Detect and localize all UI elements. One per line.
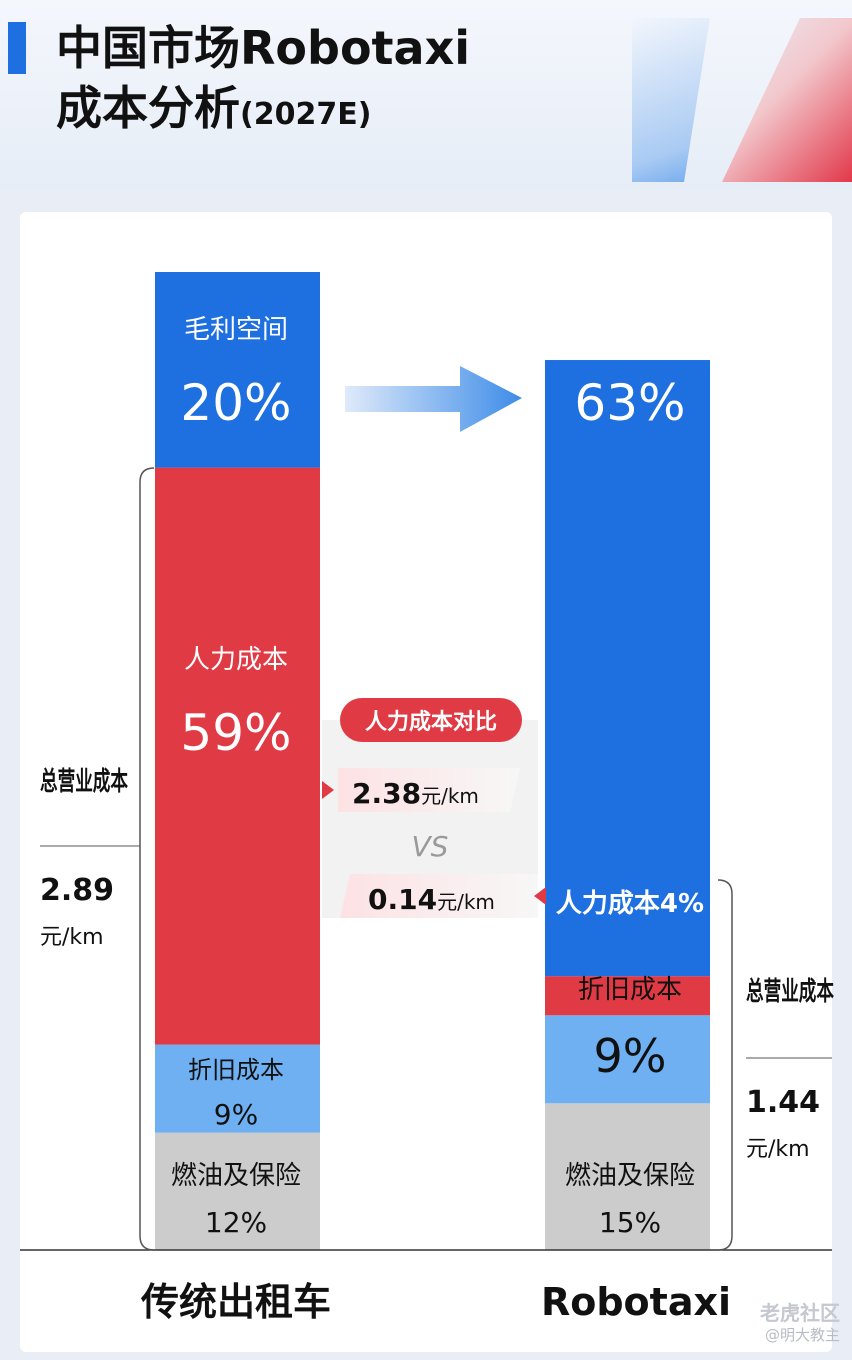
traditional-margin-value: 20% [180,374,291,432]
robotaxi-total-bracket [717,879,733,1251]
bar-segment-traditional-fuel [155,1132,320,1250]
traditional-depreciation-value: 9% [214,1098,258,1131]
watermark-brand: 老虎社区 [760,1301,840,1325]
traditional-labor-chip [338,768,520,812]
traditional-labor-value: 2.38 [352,777,421,810]
traditional-depreciation-label: 折旧成本 [188,1056,284,1084]
traditional-labor-unit: 元/km [421,784,479,808]
bar-segment-robotaxi-margin [545,360,710,977]
bar-segment-traditional-margin [155,272,320,468]
robotaxi-depreciation-label: 折旧成本 [578,975,682,1005]
traditional-labor-text: 2.38元/km [352,777,479,810]
category-label-traditional: 传统出租车 [140,1280,331,1324]
traditional-labor-label: 人力成本 [184,645,288,675]
robotaxi-labor-value: 0.14 [368,883,437,916]
robotaxi-total-unit: 元/km [746,1137,810,1162]
title-suffix: (2027E) [240,97,372,132]
bar-segments [155,272,710,1250]
labor-comparison-badge [340,698,522,742]
traditional-fuel-value: 12% [205,1206,267,1239]
category-label-robotaxi: Robotaxi [541,1280,731,1324]
robotaxi-fuel-label: 燃油及保险 [565,1161,695,1191]
robotaxi-labor-unit: 元/km [437,890,495,914]
traditional-total-label: 总营业成本 [40,767,128,797]
title-line1: 中国市场Robotaxi [56,21,471,75]
robotaxi-labor-pointer-icon [534,887,546,905]
bar-segment-traditional-depreciation [155,1044,320,1133]
robotaxi-margin-value: 63% [574,374,685,432]
robotaxi-depreciation-value: 9% [594,1029,667,1083]
traditional-fuel-label: 燃油及保险 [171,1161,301,1191]
title-accent-bar [8,22,26,74]
bar-segment-robotaxi-labor [545,976,710,1016]
vs-label: VS [412,830,449,863]
title-line2: 成本分析 [56,81,240,135]
watermark: 老虎社区 @明大教主 [760,1302,840,1346]
bar-segment-robotaxi-fuel [545,1103,710,1250]
labor-comparison-title: 人力成本对比 [365,710,497,735]
robotaxi-margin-label: 毛利空间 [578,315,682,345]
watermark-user: @明大教主 [764,1326,840,1344]
traditional-total-value: 2.89 [40,873,114,908]
bar-segment-robotaxi-depreciation [545,1015,710,1104]
header: 中国市场Robotaxi 成本分析(2027E) [0,0,852,190]
robotaxi-labor-label: 人力成本4% [556,889,704,919]
traditional-margin-label: 毛利空间 [184,315,288,345]
robotaxi-total-label: 总营业成本 [746,977,834,1007]
comparison-arrow-icon [345,366,522,432]
robotaxi-total-value: 1.44 [746,1085,820,1120]
robotaxi-fuel-value: 15% [599,1206,661,1239]
page-title: 中国市场Robotaxi 成本分析(2027E) [56,18,696,145]
bar-segment-traditional-labor [155,467,320,1045]
title-line2-row: 成本分析(2027E) [56,78,696,145]
robotaxi-labor-text: 0.14元/km [368,883,495,916]
traditional-labor-value-label: 59% [180,704,291,762]
robotaxi-labor-chip [340,874,538,918]
traditional-labor-pointer-icon [322,781,334,799]
traditional-total-unit: 元/km [40,925,104,950]
traditional-total-bracket [139,467,155,1251]
